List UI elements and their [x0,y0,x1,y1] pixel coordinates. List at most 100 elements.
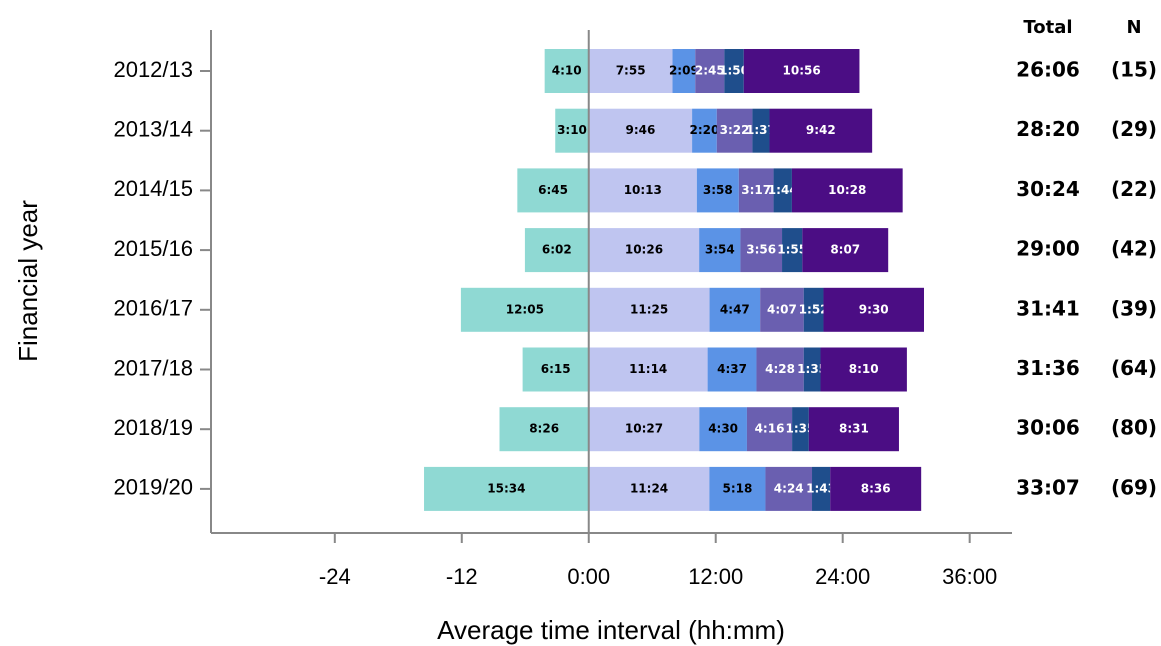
bar-segment [803,347,821,392]
bar-segment [738,168,774,213]
n-value: (69) [1111,475,1157,499]
segment-label: 10:28 [828,183,866,197]
bar-segment [588,287,710,332]
bar-segment [765,466,813,511]
bar-segment [588,228,700,273]
n-value: (22) [1111,177,1157,201]
bar-segment [692,108,717,153]
segment-label: 5:18 [722,481,752,495]
segment-label: 2:20 [690,123,720,137]
bar-segment [746,407,793,452]
bar-segment [756,347,804,392]
segment-label: 8:07 [830,243,860,257]
total-value: 29:00 [1016,237,1080,261]
total-value: 33:07 [1016,475,1080,499]
segment-label: 7:55 [616,64,646,78]
total-value: 31:41 [1016,296,1080,320]
segment-label: 3:56 [746,243,776,257]
segment-label: 9:42 [806,123,836,137]
segment-label: 11:24 [630,481,668,495]
segment-label: 10:26 [625,243,663,257]
segment-label: 4:24 [774,481,804,495]
total-value: 28:20 [1016,117,1080,141]
segment-label: 10:56 [783,64,821,78]
bar-segment [782,228,803,273]
n-value: (39) [1111,296,1157,320]
bar-segment [823,287,925,332]
x-tick-label: 12:00 [688,564,743,589]
segment-label: 9:46 [625,123,655,137]
bar-segment [555,108,589,153]
segment-label: 10:27 [625,422,663,436]
bar-segment [588,108,693,153]
segment-label: 4:28 [765,362,795,376]
segment-label: 3:54 [705,243,735,257]
segment-label: 1:50 [719,64,749,78]
total-value: 26:06 [1016,58,1080,82]
segment-label: 1:43 [806,481,836,495]
segment-label: 1:52 [799,302,829,316]
segment-label: 1:44 [768,183,798,197]
y-tick-label: 2013/14 [113,117,193,142]
x-axis-title: Average time interval (hh:mm) [437,615,785,645]
y-tick-label: 2015/16 [113,236,193,261]
bar-segment [707,347,757,392]
n-value: (29) [1111,117,1157,141]
bar-segment [709,287,761,332]
segment-label: 8:31 [839,422,869,436]
n-value: (42) [1111,237,1157,261]
total-header: Total [1023,17,1072,38]
segment-label: 6:02 [542,243,572,257]
x-tick-label: 0:00 [567,564,610,589]
n-value: (80) [1111,416,1157,440]
bar-segment [724,49,744,93]
segment-label: 4:30 [708,422,738,436]
segment-label: 4:10 [552,64,582,78]
segment-label: 1:35 [786,422,816,436]
bar-segment [716,108,753,153]
bar-segment [769,108,873,153]
y-tick-label: 2012/13 [113,57,193,82]
bar-segment [792,407,809,452]
bar-segment [830,466,922,511]
bar-segment [802,228,889,273]
segment-label: 8:26 [529,422,559,436]
segment-label: 15:34 [487,481,525,495]
segment-label: 4:16 [755,422,785,436]
segment-label: 1:37 [746,123,776,137]
segment-label: 2:45 [695,64,725,78]
bar-segment [696,168,739,213]
bar-segment [522,347,589,392]
bar-segment [791,168,903,213]
n-header: N [1126,17,1141,38]
bar-segment [743,49,860,93]
bar-segment [695,49,725,93]
bar-segment [699,407,747,452]
y-tick-label: 2018/19 [113,415,193,440]
bar-segment [544,49,589,93]
bar-segment [803,287,824,332]
x-tick-label: -12 [446,564,478,589]
segment-label: 4:47 [720,302,750,316]
y-axis-title: Financial year [13,200,43,362]
bar-segment [808,407,899,452]
segment-label: 2:09 [669,64,699,78]
segment-label: 6:15 [541,362,571,376]
n-value: (15) [1111,58,1157,82]
segment-label: 3:22 [720,123,750,137]
segment-label: 4:07 [767,302,797,316]
bar-segment [588,466,710,511]
bar-segment [588,168,697,213]
bar-segment [517,168,589,213]
segment-label: 9:30 [859,302,889,316]
bar-segment [524,228,589,273]
segment-label: 6:45 [538,183,568,197]
bar-segment [499,407,589,452]
segment-label: 10:13 [624,183,662,197]
bar-segment [460,287,589,332]
y-tick-label: 2017/18 [113,355,193,380]
total-value: 30:24 [1016,177,1080,201]
segment-label: 11:14 [629,362,667,376]
bar-segment [424,466,589,511]
